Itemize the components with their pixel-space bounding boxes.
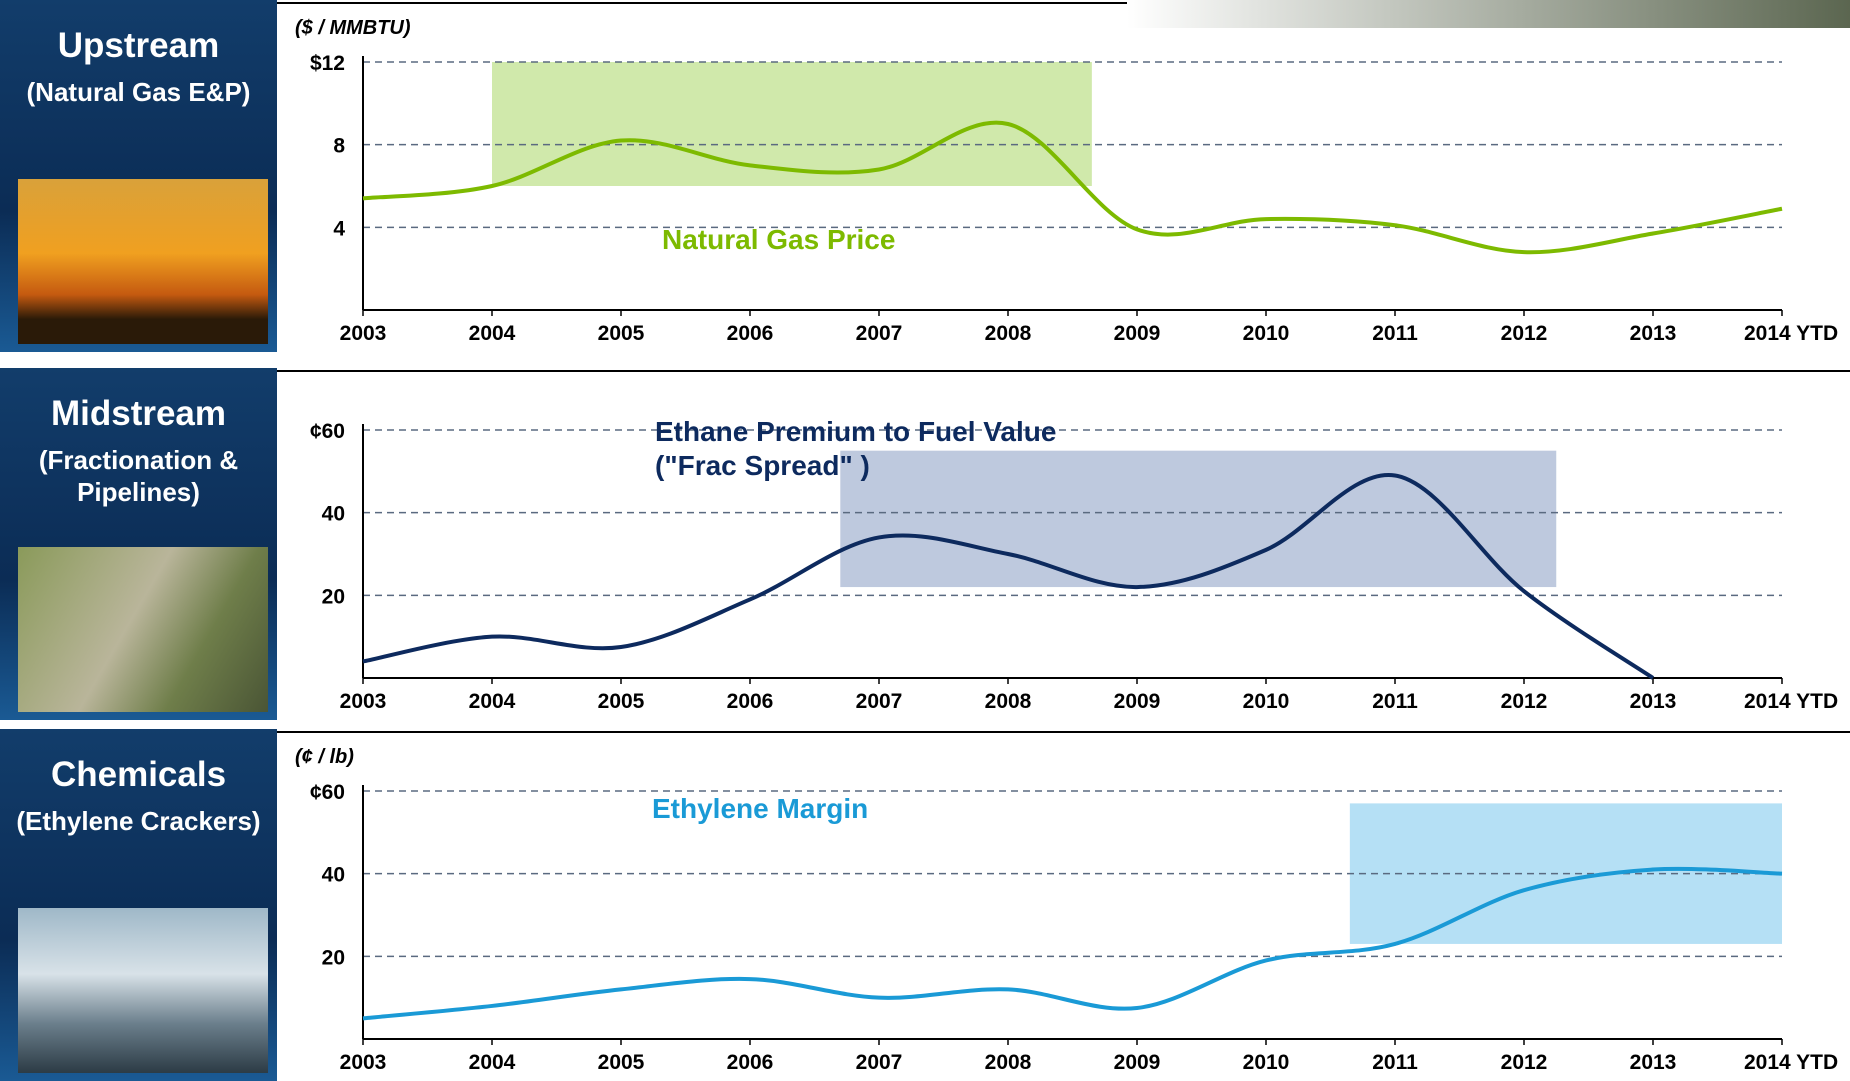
x-tick-label: 2012 [1501,690,1548,713]
chart: (¢ / lb) 20 40 ¢60 2003 2004 2005 2006 2007 2008 2… [277,729,1850,1081]
panel: Midstream (Fractionation & Pipelines) [0,368,277,720]
x-tick-label: 2007 [856,690,903,713]
x-tick-label: 2013 [1630,1051,1677,1074]
x-tick-label: 2005 [598,690,645,713]
x-tick-label: 2011 [1372,322,1418,345]
series-label: Natural Gas Price [662,223,1102,257]
x-tick-label: 2005 [598,1051,645,1074]
series-label: Ethane Premium to Fuel Value ("Frac Spre… [655,415,1095,483]
y-tick-label: 40 [322,864,345,887]
x-tick-label: 2012 [1501,1051,1548,1074]
x-tick-label: 2004 [469,690,516,713]
panel: Chemicals (Ethylene Crackers) [0,729,277,1081]
x-tick-label: 2011 [1372,1051,1418,1074]
y-tick-label: ¢60 [310,781,345,804]
x-tick-label: 2006 [727,322,774,345]
y-tick-label: 20 [322,585,345,608]
y-tick-label: $12 [310,52,345,75]
x-tick-label: 2007 [856,1051,903,1074]
panel-subtitle: (Ethylene Crackers) [14,805,263,837]
x-tick-label: 2014 YTD [1744,322,1838,345]
x-tick-label: 2011 [1372,690,1418,713]
y-tick-label: 4 [333,217,345,240]
x-tick-label: 2006 [727,690,774,713]
panel-title: Chemicals [0,755,277,795]
x-tick-label: 2007 [856,322,903,345]
series-label: Ethylene Margin [652,792,1092,826]
panel: Upstream (Natural Gas E&P) [0,0,277,352]
x-tick-label: 2014 YTD [1744,690,1838,713]
banner [1127,0,1850,28]
photo [18,179,268,344]
upstream-row: Upstream (Natural Gas E&P) ($ / MMBTU) 4 8… [0,0,1850,352]
panel-title: Midstream [0,394,277,434]
x-tick-label: 2003 [340,690,387,713]
x-tick-label: 2009 [1114,1051,1161,1074]
x-tick-label: 2013 [1630,690,1677,713]
panel-subtitle: (Fractionation & Pipelines) [14,444,263,508]
x-tick-label: 2012 [1501,322,1548,345]
panel-title: Upstream [0,26,277,66]
x-tick-label: 2008 [985,1051,1032,1074]
x-tick-label: 2009 [1114,322,1161,345]
chart: ($ / MMBTU) 4 8 $12 2003 2004 2005 2006 2007 2008… [277,0,1850,352]
page: Upstream (Natural Gas E&P) ($ / MMBTU) 4 8… [0,0,1850,1081]
x-tick-label: 2006 [727,1051,774,1074]
x-tick-label: 2013 [1630,322,1677,345]
x-tick-label: 2003 [340,322,387,345]
x-tick-label: 2009 [1114,690,1161,713]
unit-label: (¢ / lb) [295,746,354,768]
y-tick-label: 20 [322,946,345,969]
x-tick-label: 2003 [340,1051,387,1074]
x-tick-label: 2008 [985,690,1032,713]
x-tick-label: 2008 [985,322,1032,345]
x-tick-label: 2014 YTD [1744,1051,1838,1074]
midstream-row: Midstream (Fractionation & Pipelines) 20… [0,368,1850,720]
x-tick-label: 2004 [469,322,516,345]
y-tick-label: ¢60 [310,420,345,443]
panel-subtitle: (Natural Gas E&P) [14,76,263,108]
y-tick-label: 8 [333,135,345,158]
x-tick-label: 2004 [469,1051,516,1074]
x-tick-label: 2005 [598,322,645,345]
unit-label: ($ / MMBTU) [295,17,411,39]
y-tick-label: 40 [322,503,345,526]
photo [18,908,268,1073]
x-tick-label: 2010 [1243,1051,1290,1074]
x-tick-label: 2010 [1243,690,1290,713]
x-tick-label: 2010 [1243,322,1290,345]
chemicals-row: Chemicals (Ethylene Crackers) (¢ / lb) 20… [0,729,1850,1081]
photo [18,547,268,712]
